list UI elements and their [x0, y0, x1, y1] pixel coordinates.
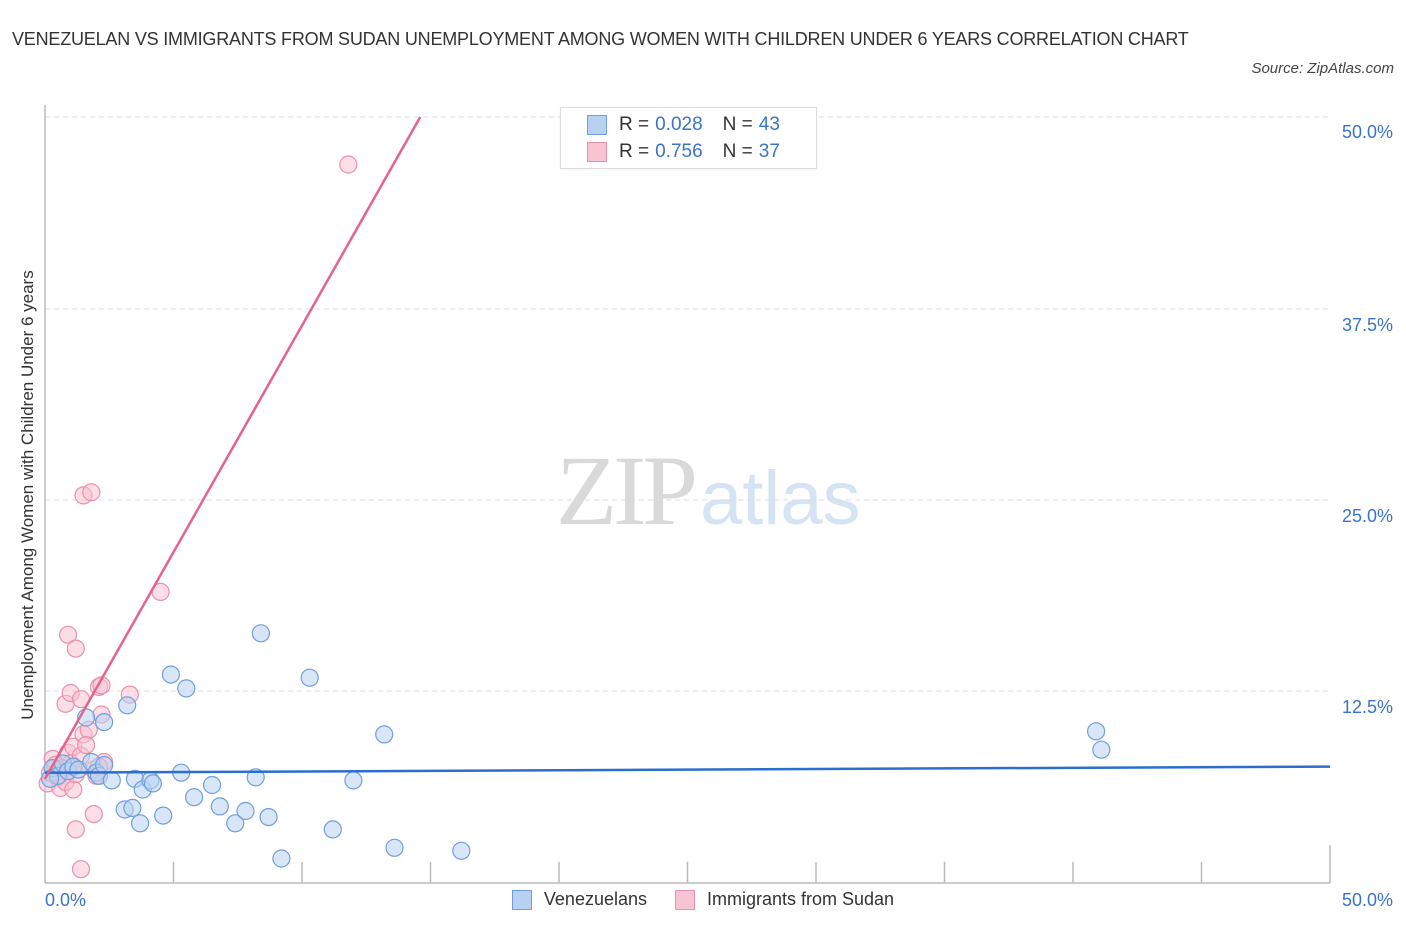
data-point	[251, 624, 270, 643]
data-point	[344, 771, 363, 790]
n-label: N =	[722, 141, 753, 162]
r-value: 0.756	[655, 141, 703, 162]
data-point	[94, 755, 114, 775]
x-tick-min: 0.0%	[45, 890, 87, 910]
data-point	[210, 797, 229, 816]
x-tick-max: 50.0%	[1341, 890, 1393, 910]
venezuelan-points	[40, 624, 1111, 868]
r-value: 0.028	[655, 114, 703, 135]
data-point	[339, 155, 358, 174]
data-point	[375, 725, 394, 744]
data-point	[71, 860, 91, 879]
legend-label: Venezuelans	[543, 889, 647, 909]
data-point	[226, 814, 245, 833]
data-point	[203, 775, 222, 795]
sudan-swatch-icon	[675, 889, 695, 910]
data-point	[66, 820, 85, 839]
venezuelan-trendline	[44, 765, 1331, 774]
r-label: R =	[619, 141, 650, 162]
y-axis-label: Unemployment Among Women with Children U…	[18, 270, 37, 720]
data-point	[131, 814, 150, 833]
stats-legend: R = 0.028 N = 43 R = 0.756 N = 37	[560, 107, 817, 169]
data-point	[154, 806, 173, 825]
data-point	[452, 841, 471, 860]
data-point	[246, 768, 265, 787]
y-tick-12-5: 12.5%	[1341, 697, 1393, 717]
legend-item-venezuelans[interactable]: Venezuelans	[511, 889, 647, 910]
legend-item-sudan[interactable]: Immigrants from Sudan	[675, 889, 894, 910]
venezuelans-swatch-icon	[511, 889, 532, 910]
n-value: 43	[758, 114, 780, 135]
stats-row-sudan: R = 0.756 N = 37	[587, 139, 780, 165]
data-point	[177, 679, 196, 698]
data-point	[272, 849, 291, 868]
x-ticks	[172, 845, 1331, 883]
data-point	[84, 804, 103, 824]
data-point	[259, 807, 278, 827]
data-point	[102, 771, 121, 790]
data-point	[323, 820, 342, 839]
data-point	[66, 639, 85, 658]
data-point	[185, 788, 204, 807]
source-label: Source: ZipAtlas.com	[1251, 60, 1394, 77]
chart-title: VENEZUELAN VS IMMIGRANTS FROM SUDAN UNEM…	[12, 29, 1189, 49]
n-value: 37	[758, 141, 780, 162]
data-point	[82, 483, 101, 502]
data-point	[161, 665, 180, 684]
y-tick-50: 50.0%	[1341, 122, 1393, 142]
y-tick-25: 25.0%	[1341, 506, 1393, 526]
data-point	[76, 735, 96, 755]
data-point	[123, 798, 142, 818]
r-label: R =	[619, 114, 650, 135]
data-point	[1086, 722, 1106, 741]
y-tick-37-5: 37.5%	[1341, 315, 1393, 335]
data-point	[143, 774, 162, 793]
data-point	[58, 625, 78, 644]
venezuelans-swatch-icon	[587, 115, 607, 135]
legend-label: Immigrants from Sudan	[707, 889, 895, 909]
data-point	[1092, 740, 1111, 759]
sudan-trendline	[43, 116, 422, 780]
data-point	[236, 801, 255, 821]
data-point	[94, 712, 114, 732]
stats-row-venezuelans: R = 0.028 N = 43	[587, 112, 780, 138]
gridlines	[45, 116, 1330, 692]
data-point	[300, 668, 319, 687]
n-label: N =	[722, 114, 753, 135]
data-point	[385, 838, 404, 857]
data-point	[118, 696, 137, 715]
data-point	[64, 780, 83, 799]
sudan-swatch-icon	[587, 142, 607, 162]
series-legend: Venezuelans Immigrants from Sudan	[0, 889, 1406, 910]
